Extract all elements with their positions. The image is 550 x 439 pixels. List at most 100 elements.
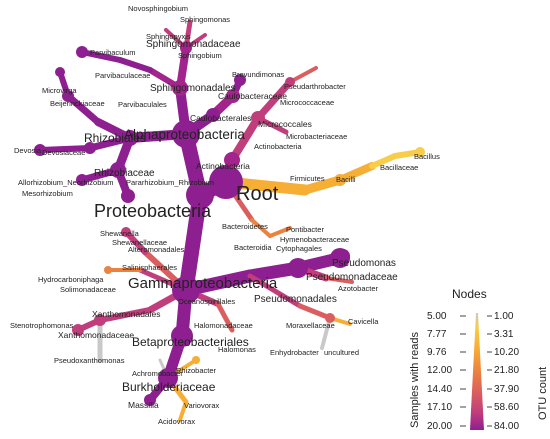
right-tick: 58.60	[494, 402, 519, 413]
label-stenotrophomonas: Stenotrophomonas	[10, 321, 74, 330]
node-parvibaculum	[76, 46, 88, 58]
label-enhydrobacter: Enhydrobacter	[270, 348, 319, 357]
legend-tick-marks	[460, 315, 492, 427]
label-betaproteobacteriales: Betaproteobacteriales	[132, 335, 249, 349]
label-azotobacter: Azotobacter	[338, 284, 379, 293]
label-micrococcales: Micrococcales	[258, 119, 312, 129]
left-tick: 14.40	[427, 384, 452, 395]
label-caulobacteraceae: Caulobacteraceae	[218, 91, 287, 101]
label-uncultured: uncultured	[324, 348, 359, 357]
node-alphaproteobacteria	[172, 120, 200, 148]
node-stenotrophomonas	[72, 324, 84, 336]
label-sphingomonadaceae: Sphingomonadaceae	[146, 39, 241, 50]
label-achromobacter: Achromobacter	[132, 369, 183, 378]
label-parvibaculales: Parvibaculales	[118, 100, 167, 109]
label-sphingopyxis: Sphingopyxis	[146, 32, 191, 41]
label-parvibaculum: Parvibaculum	[90, 48, 135, 57]
label-pontibacter: Pontibacter	[286, 225, 324, 234]
node-allorhizobium	[76, 174, 88, 186]
edge	[79, 49, 123, 63]
edge	[97, 307, 153, 323]
right-tick: 21.80	[494, 365, 519, 376]
label-sphingomonadales: Sphingomonadales	[150, 83, 236, 94]
node-hydrocarboniphaga	[104, 266, 112, 274]
node-variovorax	[192, 356, 200, 364]
label-halomonas: Halomonas	[218, 345, 256, 354]
edge	[178, 187, 208, 298]
node-caulobacteraceae	[226, 89, 240, 103]
node-pseudomonas	[336, 249, 350, 263]
label-sphingomonas: Sphingomonas	[180, 15, 230, 24]
edge	[250, 218, 272, 238]
right-tick: 84.00	[494, 421, 519, 432]
node-betaproteobacteriales	[171, 325, 193, 347]
node-sphingomonadales	[172, 80, 188, 96]
label-cytophagales: Cytophagales	[276, 244, 322, 253]
label-variovorax: Variovorax	[184, 401, 220, 410]
label-bacteroidetes: Bacteroidetes	[222, 222, 268, 231]
label-pseudomonadaceae: Pseudomonadaceae	[306, 272, 398, 283]
edge	[324, 276, 354, 284]
legend-right-ticks: 1.00 3.31 10.20 21.80 37.90 58.60 84.00	[494, 311, 519, 432]
edge	[369, 153, 398, 169]
legend-title: Nodes	[452, 287, 487, 301]
label-novosphingobium: Novosphingobium	[128, 4, 188, 13]
node-devosiaceae	[84, 142, 96, 154]
label-halomonadaceae: Halomonadaceae	[194, 321, 253, 330]
label-burkholderiaceae: Burkholderiaceae	[122, 380, 216, 394]
edge	[178, 400, 188, 422]
node-burkholderiaceae	[158, 368, 178, 388]
label-microbacteriaceae: Microbacteriaceae	[286, 132, 347, 141]
label-hymenobacteraceae: Hymenobacteraceae	[280, 235, 349, 244]
left-tick: 5.00	[427, 311, 447, 322]
label-bacillus: Bacillus	[414, 152, 440, 161]
left-tick: 20.00	[427, 421, 452, 432]
label-rhizobiaceae: Rhizobiaceae	[94, 168, 155, 179]
label-rhizobacter: Rhizobacter	[176, 366, 217, 375]
node-devosia	[34, 144, 46, 156]
label-parvibaculaceae: Parvibaculaceae	[95, 71, 150, 80]
node-shewanella	[121, 227, 131, 237]
label-firmicutes: Firmicutes	[290, 174, 325, 183]
label-allorhizobium: Allorhizobium_Neorhizobium	[18, 178, 113, 187]
label-actinobacteria-class: Actinobacteria	[254, 142, 302, 151]
tree-nodes	[34, 42, 425, 406]
edge	[228, 114, 262, 164]
label-solimonadaceae: Solimonadaceae	[60, 285, 116, 294]
label-pseudarthrobacter: Pseudarthrobacter	[284, 82, 346, 91]
label-alteromonadales: Alteromonadales	[128, 245, 185, 254]
legend-left-axis-label: Samples with reads	[409, 332, 421, 428]
node-moraxellaceae	[325, 313, 335, 323]
label-proteobacteria: Proteobacteria	[94, 201, 212, 221]
label-acidovorax: Acidovorax	[158, 417, 195, 426]
label-xanthomonadaceae: Xanthomonadaceae	[58, 330, 134, 340]
label-pseudoxanthomonas: Pseudoxanthomonas	[54, 356, 125, 365]
label-bacillaceae: Bacillaceae	[380, 163, 418, 172]
node-rhizobiales	[122, 130, 138, 146]
label-caulobacterales: Caulobacterales	[190, 113, 251, 123]
node-pseudomonadales	[288, 258, 308, 278]
node-massilia	[144, 394, 156, 406]
edge	[297, 303, 333, 321]
label-actinobacteria-phylum: Actinobacteria	[196, 161, 250, 171]
label-brevundimonas: Brevundimonas	[232, 70, 284, 79]
label-salinisphaerales: Salinisphaerales	[122, 263, 177, 272]
label-beijerinckiaceae: Beijerinckiaceae	[50, 99, 105, 108]
edge	[247, 273, 303, 309]
right-tick: 10.20	[494, 347, 519, 358]
edge	[300, 175, 345, 195]
label-alphaproteobacteria: Alphaproteobacteria	[124, 127, 245, 142]
label-bacteroidia: Bacteroidia	[234, 243, 272, 252]
left-tick: 17.10	[427, 402, 452, 413]
right-tick: 1.00	[494, 311, 514, 322]
label-gammaproteobacteria: Gammaproteobacteria	[128, 275, 278, 292]
edge	[254, 78, 294, 122]
label-massilia: Massilia	[128, 400, 159, 410]
legend-scale-wedge	[470, 313, 484, 430]
label-pseudomonas: Pseudomonas	[332, 258, 396, 269]
label-microvirga: Microvirga	[42, 86, 77, 95]
label-xanthomonadales: Xanthomonadales	[92, 309, 161, 319]
edge	[268, 226, 292, 238]
left-tick: 12.00	[427, 365, 452, 376]
